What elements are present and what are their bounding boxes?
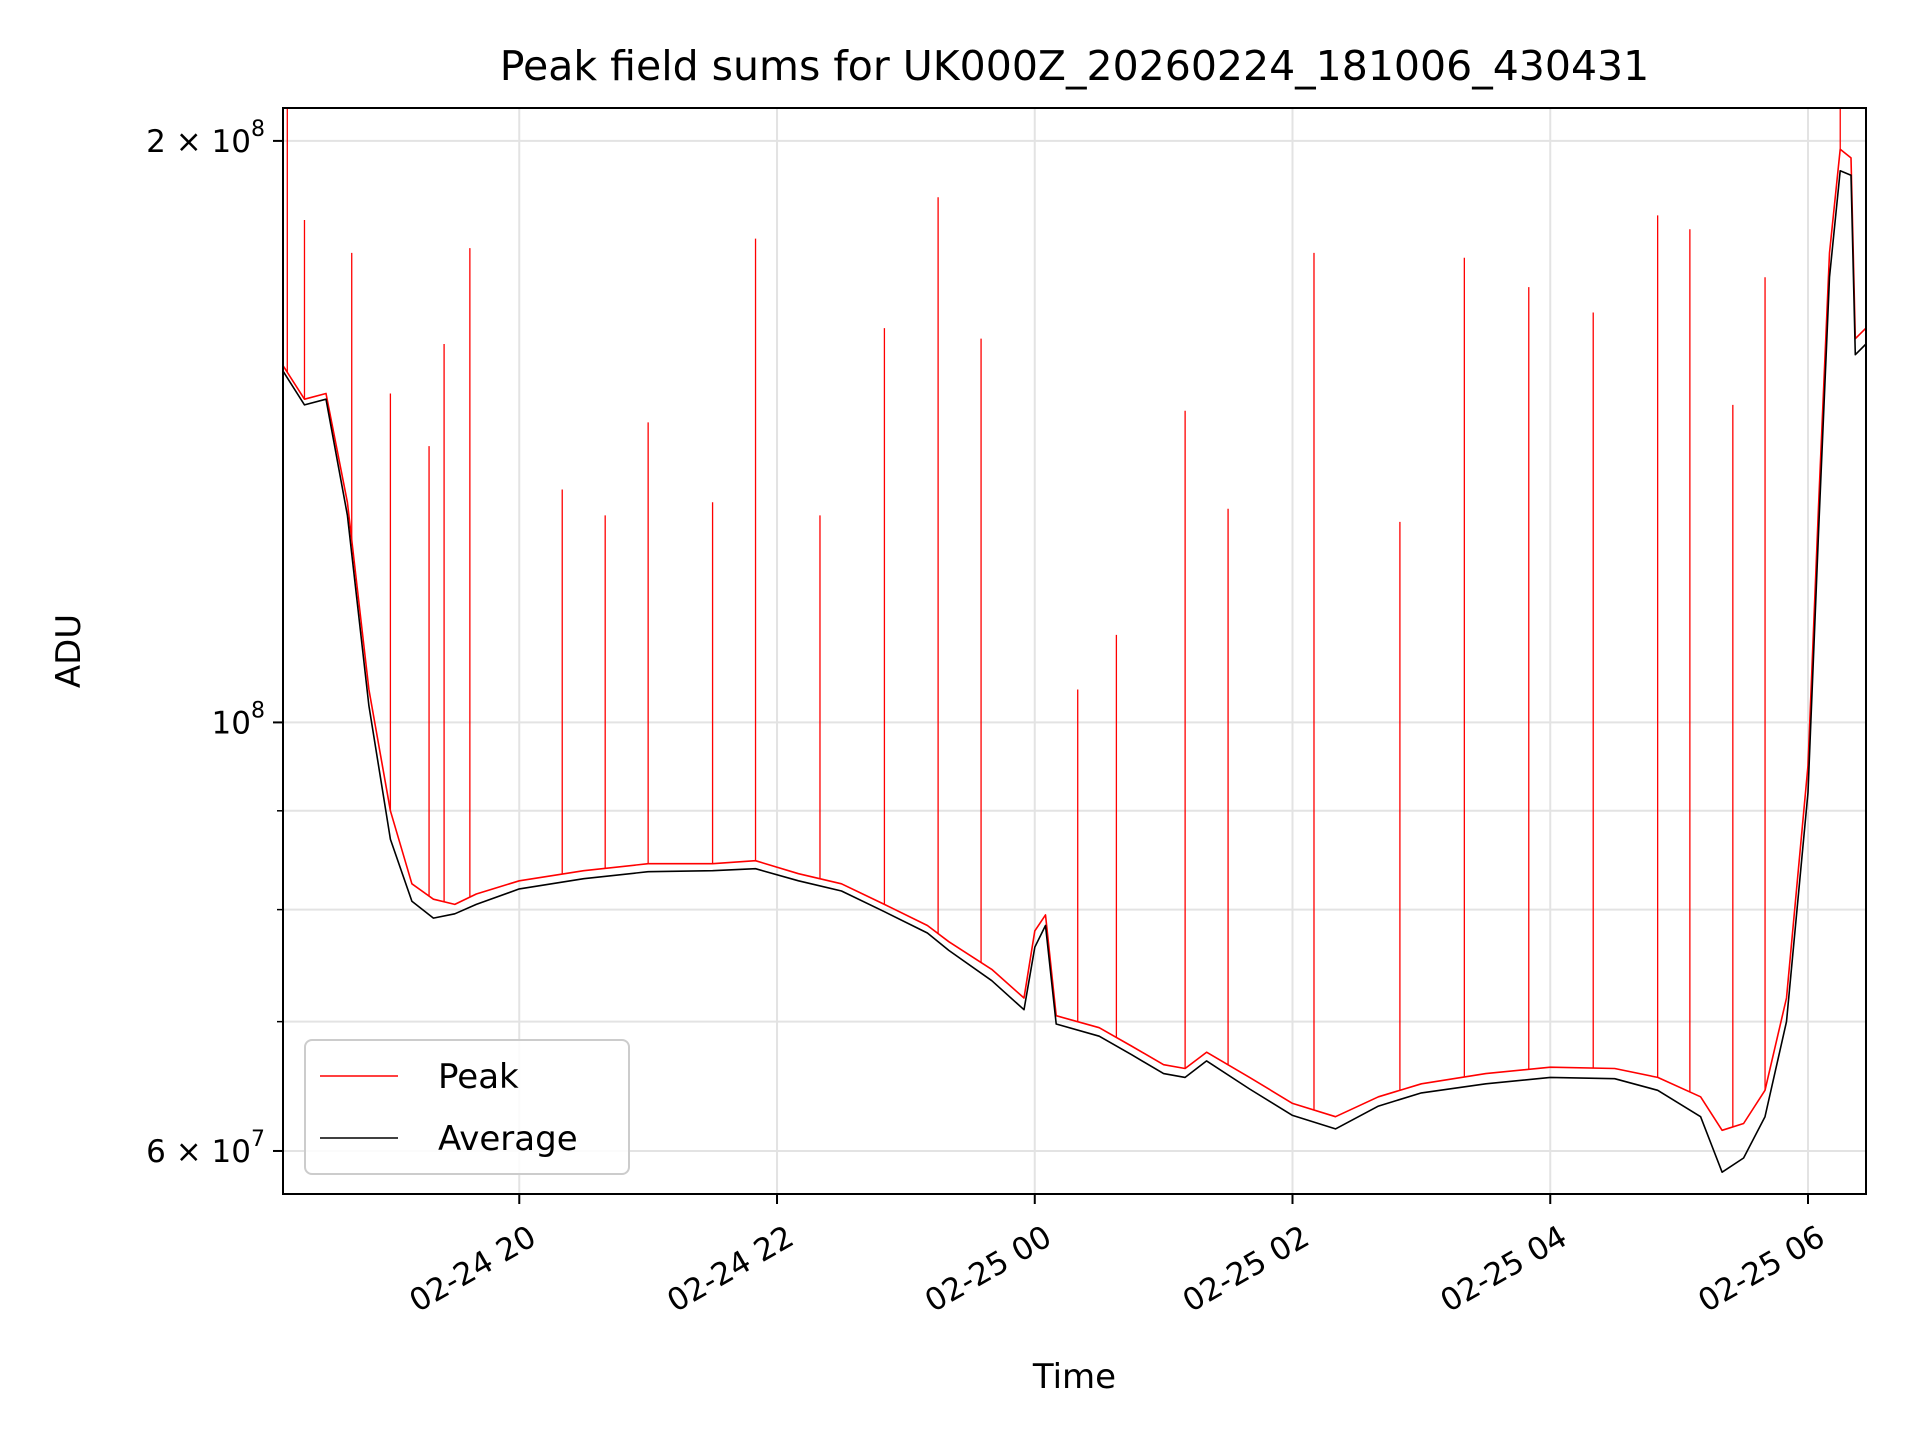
y-tick-label: 2 × 108	[146, 117, 265, 160]
series-layer	[282, 108, 1867, 1173]
chart-title: Peak field sums for UK000Z_20260224_1810…	[500, 42, 1649, 90]
y-tick-label: 6 × 107	[146, 1127, 265, 1170]
legend: Peak Average	[304, 1039, 630, 1175]
plot-frame	[282, 107, 1867, 1195]
y-axis-label: ADU	[49, 614, 89, 688]
x-axis-label: Time	[1032, 1357, 1116, 1397]
series-line-average	[282, 170, 1867, 1173]
y-tick-exponent: 7	[251, 1127, 265, 1152]
legend-box	[304, 1039, 630, 1175]
y-tick-exponent: 8	[251, 698, 265, 723]
legend-label-peak: Peak	[438, 1057, 519, 1097]
series-line-peak	[282, 148, 1867, 1132]
legend-label-average: Average	[438, 1119, 578, 1159]
y-tick-exponent: 8	[251, 117, 265, 142]
